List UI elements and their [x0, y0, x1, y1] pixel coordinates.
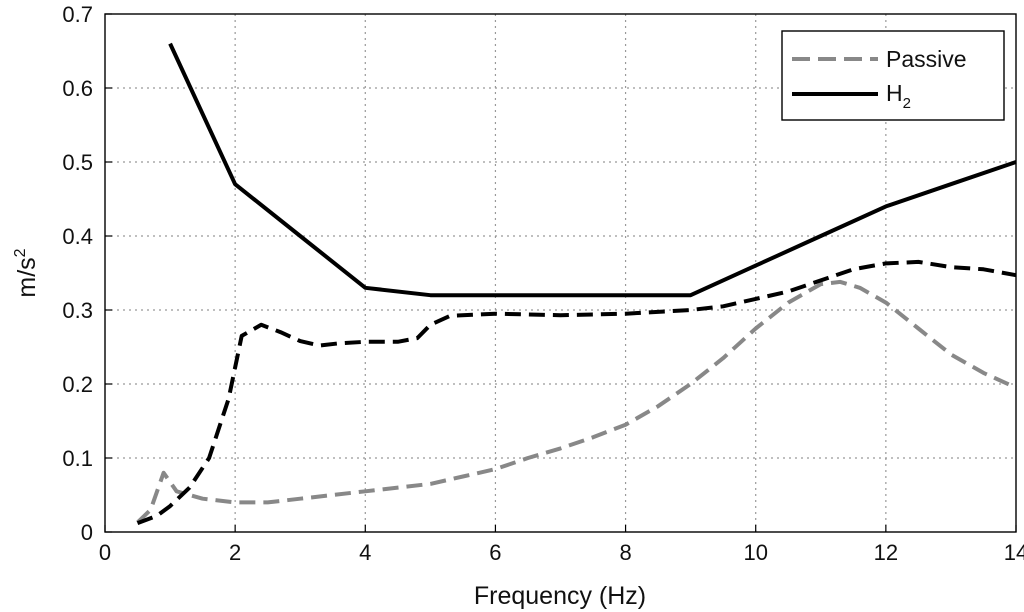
y-tick-label: 0.5 — [62, 150, 93, 175]
y-tick-label: 0.6 — [62, 76, 93, 101]
series-line-h2 — [168, 42, 1017, 298]
legend-label-h2: H2 — [886, 80, 911, 112]
y-tick-label: 0.2 — [62, 372, 93, 397]
x-tick-label: 8 — [619, 540, 631, 565]
ticks — [104, 13, 1017, 533]
grid — [105, 14, 1016, 532]
legend-label-h2-subscript: 2 — [903, 95, 911, 112]
y-tick-label: 0.1 — [62, 446, 93, 471]
x-tick-label: 4 — [359, 540, 371, 565]
x-tick-label: 14 — [1004, 540, 1024, 565]
legend-box — [781, 30, 1005, 121]
series-layer — [136, 42, 1017, 525]
y-axis-title-base: m/s — [13, 257, 41, 297]
y-tick-label: 0 — [81, 520, 93, 545]
x-tick-label: 12 — [874, 540, 898, 565]
y-tick-label: 0.3 — [62, 298, 93, 323]
x-tick-label: 0 — [99, 540, 111, 565]
legend-label-passive: Passive — [886, 46, 967, 72]
y-tick-label: 0.4 — [62, 224, 93, 249]
tick-labels: 0 2 4 6 8 10 12 14 0 0.1 0.2 0.3 0.4 0.5 0.6 0.7 — [62, 2, 1024, 565]
x-tick-label: 10 — [743, 540, 767, 565]
x-tick-label: 2 — [229, 540, 241, 565]
plot-frame — [104, 13, 1017, 533]
legend-label-h2-base: H — [886, 80, 903, 106]
legend: Passive H2 — [781, 30, 1005, 121]
y-tick-label: 0.7 — [62, 2, 93, 27]
series-line-passive — [136, 279, 1017, 524]
x-tick-label: 6 — [489, 540, 501, 565]
y-axis-title-superscript: 2 — [12, 248, 29, 257]
y-axis-title: m/s2 — [12, 248, 41, 297]
x-axis-title: Frequency (Hz) — [474, 582, 646, 610]
